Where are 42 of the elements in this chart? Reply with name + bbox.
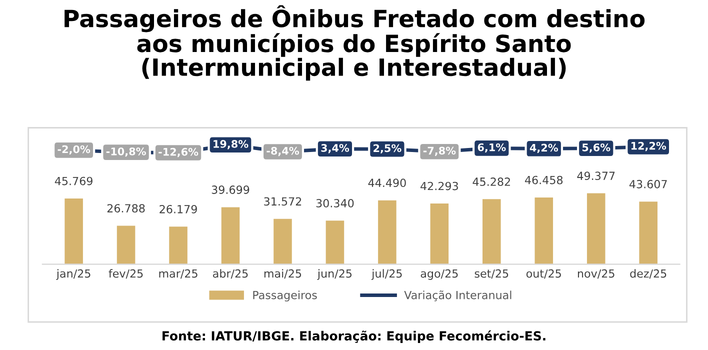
data-label: 30.340	[316, 198, 354, 208]
data-label: 44.490	[368, 178, 406, 188]
x-tick-label: ago/25	[420, 269, 458, 280]
bar	[326, 220, 344, 264]
bar	[430, 203, 449, 264]
bar	[378, 200, 396, 264]
data-label: 26.179	[160, 204, 197, 214]
x-tick-label: mar/25	[159, 269, 198, 279]
x-tick-label: jul/25	[371, 269, 402, 280]
x-tick-label: dez/25	[630, 269, 666, 279]
x-tick-label: set/25	[474, 269, 508, 279]
legend-label: Variação Interanual	[404, 290, 512, 302]
bar	[116, 226, 136, 264]
x-tick-label: jan/25	[56, 269, 90, 280]
source-note: Fonte: IATUR/IBGE. Elaboração: Equipe Fecomércio-ES.	[162, 330, 546, 343]
bar	[482, 199, 501, 264]
x-tick-label: jun/25	[317, 269, 352, 280]
chart-title: Passageiros de Ônibus Fretado com destino aos municípios do Espírito Santo (Intermunicipal e Interestadual)	[64, 5, 645, 81]
bar	[274, 218, 292, 264]
x-tick-label: out/25	[526, 269, 561, 279]
data-label: -10,8%	[106, 147, 146, 157]
bar	[64, 198, 83, 264]
bar	[169, 226, 188, 264]
data-label: 49.377	[577, 172, 615, 180]
x-tick-label: nov/25	[578, 269, 614, 279]
data-label: 26.788	[107, 204, 145, 212]
x-tick-label: fev/25	[108, 269, 143, 279]
bar	[639, 202, 658, 264]
x-tick-label: abr/25	[213, 269, 248, 279]
data-label: 42.293	[420, 182, 458, 190]
bar	[534, 197, 554, 264]
data-label: 31.572	[264, 197, 302, 206]
data-label: 43.607	[629, 180, 667, 188]
bar	[221, 207, 240, 264]
data-label: -12,6%	[158, 148, 198, 158]
data-label: 45.769	[54, 176, 92, 186]
data-label: 45.282	[472, 178, 510, 186]
data-label: 46.458	[524, 176, 563, 184]
bar	[586, 193, 606, 264]
legend-label: Passageiros	[253, 290, 317, 302]
data-label: 39.699	[212, 186, 250, 194]
x-tick-label: mai/25	[264, 269, 302, 279]
